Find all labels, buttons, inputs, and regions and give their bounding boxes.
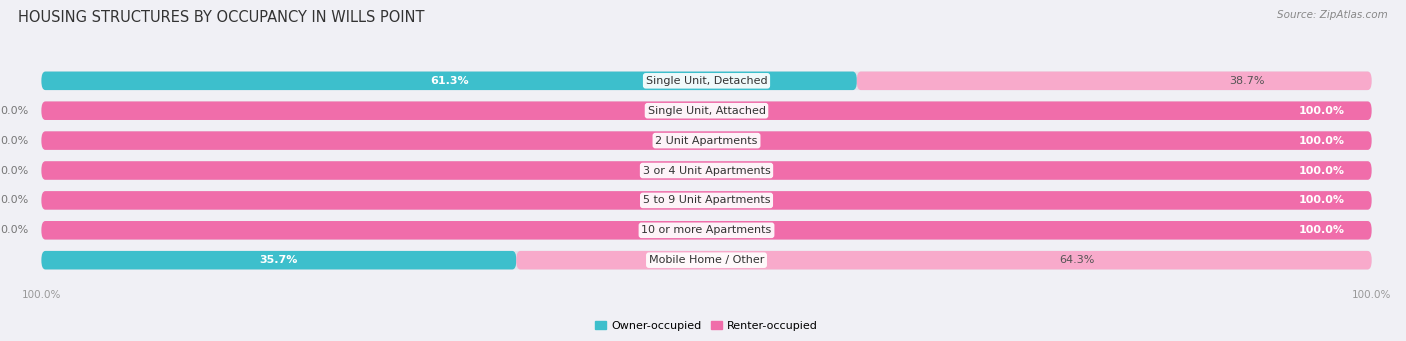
Text: Single Unit, Attached: Single Unit, Attached [648,106,765,116]
Text: 2 Unit Apartments: 2 Unit Apartments [655,136,758,146]
Text: 100.0%: 100.0% [1299,225,1346,235]
Text: 64.3%: 64.3% [1059,255,1095,265]
Text: 61.3%: 61.3% [430,76,468,86]
Text: 3 or 4 Unit Apartments: 3 or 4 Unit Apartments [643,165,770,176]
FancyBboxPatch shape [516,251,1372,269]
FancyBboxPatch shape [41,221,1372,240]
FancyBboxPatch shape [41,191,1372,210]
FancyBboxPatch shape [41,131,1372,150]
FancyBboxPatch shape [41,101,1372,120]
FancyBboxPatch shape [856,72,1372,90]
FancyBboxPatch shape [41,251,1372,269]
Text: 38.7%: 38.7% [1229,76,1265,86]
FancyBboxPatch shape [41,101,1372,120]
Text: 0.0%: 0.0% [0,136,28,146]
FancyBboxPatch shape [41,221,1372,240]
FancyBboxPatch shape [41,72,856,90]
Text: 100.0%: 100.0% [1299,136,1346,146]
Text: 10 or more Apartments: 10 or more Apartments [641,225,772,235]
Text: HOUSING STRUCTURES BY OCCUPANCY IN WILLS POINT: HOUSING STRUCTURES BY OCCUPANCY IN WILLS… [18,10,425,25]
FancyBboxPatch shape [41,251,516,269]
FancyBboxPatch shape [41,191,1372,210]
Text: 0.0%: 0.0% [0,106,28,116]
FancyBboxPatch shape [41,161,1372,180]
FancyBboxPatch shape [41,72,1372,90]
Text: Single Unit, Detached: Single Unit, Detached [645,76,768,86]
Text: 35.7%: 35.7% [260,255,298,265]
Text: 0.0%: 0.0% [0,165,28,176]
FancyBboxPatch shape [41,161,1372,180]
Text: Mobile Home / Other: Mobile Home / Other [648,255,765,265]
Text: 100.0%: 100.0% [1299,165,1346,176]
Text: 0.0%: 0.0% [0,195,28,205]
FancyBboxPatch shape [41,131,1372,150]
Text: 100.0%: 100.0% [1299,106,1346,116]
Text: 100.0%: 100.0% [1299,195,1346,205]
Text: Source: ZipAtlas.com: Source: ZipAtlas.com [1277,10,1388,20]
Text: 5 to 9 Unit Apartments: 5 to 9 Unit Apartments [643,195,770,205]
Legend: Owner-occupied, Renter-occupied: Owner-occupied, Renter-occupied [591,316,823,335]
Text: 0.0%: 0.0% [0,225,28,235]
